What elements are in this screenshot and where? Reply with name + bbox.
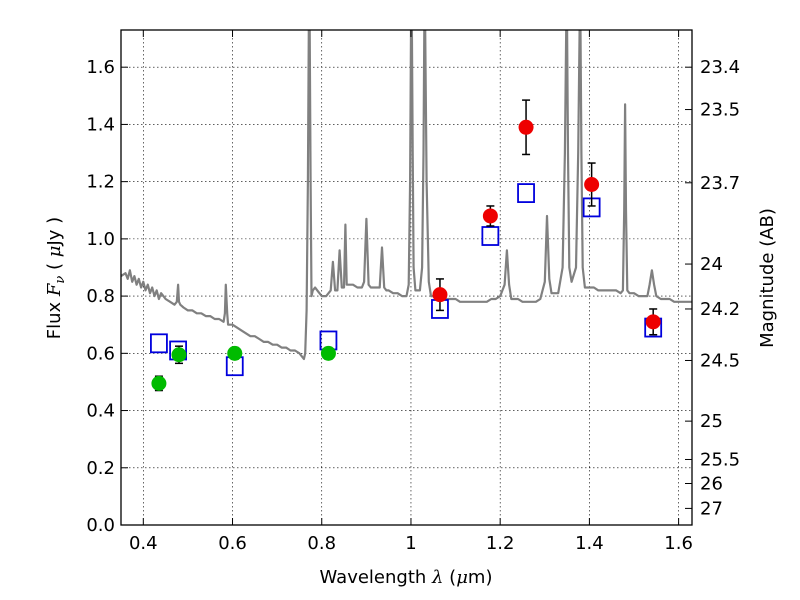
photometry-point <box>584 177 600 193</box>
x-tick-label: 1.4 <box>575 533 604 554</box>
y-tick-label: 0.6 <box>86 343 115 364</box>
y-tick-label: 1.2 <box>86 172 115 193</box>
right-axis-label: Magnitude (AB) <box>757 208 778 348</box>
right-tick-label: 25.5 <box>700 449 740 470</box>
x-tick-label: 0.8 <box>307 533 336 554</box>
y-tick-label: 1.4 <box>86 114 115 135</box>
right-tick-label: 23.4 <box>700 57 740 78</box>
plot-frame <box>120 29 693 526</box>
model-square-point <box>517 183 535 203</box>
photometry-point <box>645 314 661 330</box>
photometry-point <box>432 287 448 303</box>
x-tick-label: 0.6 <box>218 533 247 554</box>
y-tick-label: 1.0 <box>86 229 115 250</box>
photometry-point <box>518 119 534 135</box>
grid <box>121 30 692 526</box>
photometry-point <box>482 208 498 224</box>
y-axis-label: Flux Fν ( μJy ) <box>44 217 68 339</box>
right-tick-label: 23.5 <box>700 100 740 121</box>
y-tick-label: 0.8 <box>86 286 115 307</box>
photometry-point <box>320 345 336 361</box>
y-tick-label: 0.0 <box>86 515 115 536</box>
right-tick-label: 27 <box>700 498 723 519</box>
x-tick-label: 1 <box>405 533 416 554</box>
model-square-point <box>481 226 500 246</box>
photometry-point <box>227 345 243 361</box>
right-tick-label: 24.5 <box>700 350 740 371</box>
model-square-point <box>150 333 168 354</box>
y-tick-label: 0.2 <box>86 458 115 479</box>
axis-ticks: 0.4 0.6 0.8 1 1.2 1.4 1.6 0.0 0.2 0.4 0.6 0.8 1.0 1.2… <box>86 30 740 554</box>
y-tick-label: 0.4 <box>86 401 115 422</box>
y-tick-label: 1.6 <box>86 57 115 78</box>
right-tick-label: 23.7 <box>700 173 740 194</box>
right-tick-label: 24.2 <box>700 299 740 320</box>
x-tick-label: 1.2 <box>486 533 515 554</box>
x-axis-label: Wavelength λ (μm) <box>320 567 493 588</box>
photometry-point <box>151 375 167 391</box>
right-tick-label: 26 <box>700 474 723 495</box>
spectrum-line <box>121 30 692 361</box>
plot-area <box>121 30 692 392</box>
photometry-point <box>171 347 187 363</box>
right-tick-label: 25 <box>700 411 723 432</box>
right-tick-label: 24 <box>700 254 723 275</box>
x-tick-label: 0.4 <box>129 533 158 554</box>
x-tick-label: 1.6 <box>664 533 693 554</box>
